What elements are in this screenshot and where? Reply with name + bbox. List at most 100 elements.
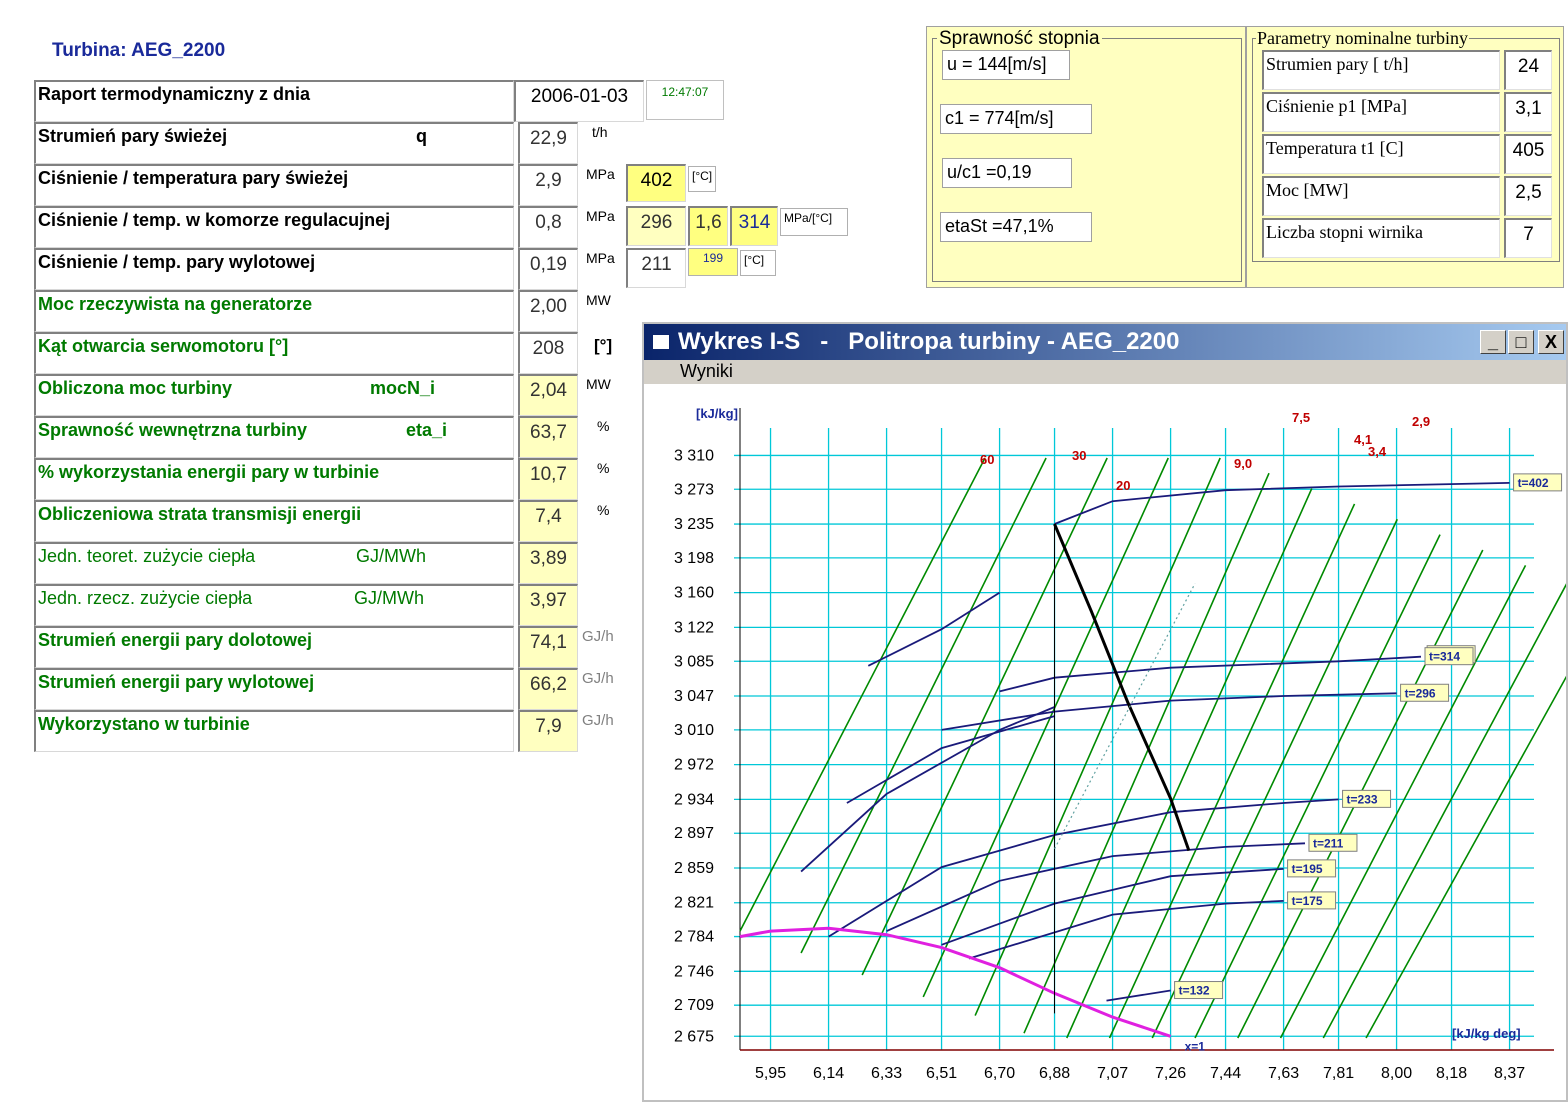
chamber-pressure-nominal[interactable]: 1,6 <box>688 206 728 246</box>
report-row-label-text: Ciśnienie / temp. w komorze regulacujnej <box>38 210 391 230</box>
nominal-row-label: Moc [MW] <box>1262 176 1500 216</box>
minimize-button[interactable]: _ <box>1480 330 1506 354</box>
report-row-value[interactable]: 22,9 <box>518 122 578 164</box>
y-tick-label: 2 675 <box>674 1028 714 1045</box>
report-row-label-text: Ciśnienie / temperatura pary świeżej <box>38 168 349 188</box>
report-row-symbol: q <box>416 126 427 146</box>
report-row-value[interactable]: 2,9 <box>518 164 578 206</box>
exhaust-temperature[interactable]: 211 <box>626 248 686 288</box>
report-row-value[interactable]: 0,19 <box>518 248 578 290</box>
report-row-unit: % <box>597 460 610 476</box>
exhaust-temp-unit: [°C] <box>740 250 776 276</box>
report-row-symbol: eta_i <box>406 420 448 440</box>
isotherm-tag-label: t=195 <box>1292 862 1323 876</box>
chamber-temperature-nominal[interactable]: 314 <box>730 206 778 246</box>
isobar-line <box>974 457 1221 1016</box>
report-row-value[interactable]: 7,9 <box>518 710 578 752</box>
isobar-label: 20 <box>1116 478 1130 493</box>
report-row-value[interactable]: 0,8 <box>518 206 578 248</box>
isotherm-tag-label: t=314 <box>1429 650 1460 664</box>
report-row-value[interactable]: 7,4 <box>518 500 578 542</box>
menu-wyniki[interactable]: Wyniki <box>680 361 733 381</box>
isobar-line <box>861 457 1108 976</box>
report-row-label-text: Jedn. rzecz. zużycie ciepła <box>38 588 253 608</box>
y-tick-label: 2 784 <box>674 929 714 946</box>
y-tick-label: 3 047 <box>674 688 714 705</box>
report-row-unit: % <box>597 418 610 434</box>
fresh-steam-temperature[interactable]: 402 <box>626 164 686 202</box>
report-row-value[interactable]: 2,04 <box>518 374 578 416</box>
x-tick-label: 5,95 <box>755 1065 786 1082</box>
c1-value-field[interactable]: c1 = 774[m/s] <box>940 104 1092 134</box>
isobar-line <box>1108 503 1356 1039</box>
isotherm-tag: t=296 <box>1400 683 1450 702</box>
report-row-unit: GJ/h <box>582 712 614 729</box>
report-row-value[interactable]: 3,89 <box>518 542 578 584</box>
report-row-label: Sprawność wewnętrzna turbiny eta_i <box>34 416 514 458</box>
y-tick-label: 2 821 <box>674 895 714 912</box>
isotherm-tag-box <box>1308 833 1358 852</box>
polytrope-line <box>1053 523 1191 852</box>
report-row-label: Jedn. teoret. zużycie ciepła GJ/MWh <box>34 542 514 584</box>
report-row-label-text: Strumień pary świeżej <box>38 126 228 146</box>
close-button[interactable]: X <box>1538 330 1564 354</box>
report-row-value[interactable]: 2,00 <box>518 290 578 332</box>
is-chart-window[interactable]: Wykres I-S - Politropa turbiny - AEG_220… <box>642 322 1568 1102</box>
report-row-unit: MW <box>586 292 611 308</box>
y-tick-label: 3 160 <box>674 585 714 602</box>
x-tick-label: 8,00 <box>1381 1065 1412 1082</box>
y-tick-label: 3 310 <box>674 447 714 464</box>
chamber-unit: MPa/[°C] <box>780 208 848 236</box>
stage-efficiency-title: Sprawność stopnia <box>937 28 1102 50</box>
isotherm-line <box>1054 482 1510 525</box>
report-row-value[interactable]: 74,1 <box>518 626 578 668</box>
y-tick-label: 3 085 <box>674 653 714 670</box>
report-row-value[interactable]: 208 <box>518 332 578 374</box>
isobar-line <box>800 457 1047 954</box>
report-row-unit: [°] <box>594 336 613 355</box>
window-titlebar[interactable]: Wykres I-S - Politropa turbiny - AEG_220… <box>644 324 1566 360</box>
isobar-label: 2,9 <box>1412 414 1430 429</box>
x-tick-label: 7,81 <box>1323 1065 1354 1082</box>
isobar-line <box>1365 675 1566 1039</box>
x-tick-label: 6,51 <box>926 1065 957 1082</box>
x-tick-label: 7,07 <box>1097 1065 1128 1082</box>
report-row-value[interactable]: 10,7 <box>518 458 578 500</box>
y-tick-label: 2 859 <box>674 860 714 877</box>
x-tick-label: 6,88 <box>1039 1065 1070 1082</box>
isotherm-line <box>800 706 1055 873</box>
nominal-row-value: 24 <box>1504 50 1552 90</box>
u-value-field[interactable]: u = 144[m/s] <box>942 50 1070 80</box>
isobar-label: 9,0 <box>1234 456 1252 471</box>
report-row-unit: GJ/h <box>582 670 614 687</box>
isotherm-tag-box <box>1342 789 1392 808</box>
isotherm-tag: t=402 <box>1513 473 1563 492</box>
report-row-label: Kąt otwarcia serwomotoru [°] <box>34 332 514 374</box>
y-tick-label: 2 934 <box>674 791 714 808</box>
x-tick-label: 8,18 <box>1436 1065 1467 1082</box>
uc1-value-field[interactable]: u/c1 =0,19 <box>942 158 1072 188</box>
isotherm-tag-label: t=296 <box>1405 686 1436 700</box>
window-title: Wykres I-S - Politropa turbiny - AEG_220… <box>678 328 1180 355</box>
report-row-unit: MW <box>586 376 611 392</box>
isotherm-tag-box <box>1174 981 1224 1000</box>
report-row-value[interactable]: 3,97 <box>518 584 578 626</box>
report-row-label-text: Kąt otwarcia serwomotoru [°] <box>38 336 289 356</box>
isotherm-tag-box <box>1400 683 1450 702</box>
report-row-value[interactable]: 63,7 <box>518 416 578 458</box>
eta-stage-field[interactable]: etaSt =47,1% <box>940 212 1092 242</box>
report-row-value[interactable]: 66,2 <box>518 668 578 710</box>
report-row-label-text: Obliczeniowa strata transmisji energii <box>38 504 362 524</box>
report-row-label: Strumień energii pary wylotowej <box>34 668 514 710</box>
nominal-row-label: Liczba stopni wirnika <box>1262 218 1500 258</box>
report-row-label: Wykorzystano w turbinie <box>34 710 514 752</box>
isobar-line <box>922 457 1169 998</box>
exhaust-temperature-nominal[interactable]: 199 <box>688 248 738 276</box>
report-row-label-text: Wykorzystano w turbinie <box>38 714 250 734</box>
isotherm-line <box>941 692 1397 731</box>
y-tick-label: 3 235 <box>674 516 714 533</box>
chamber-temperature[interactable]: 296 <box>626 206 686 246</box>
report-row-label: Ciśnienie / temp. w komorze regulacujnej <box>34 206 514 248</box>
isotherm-tag: t=132 <box>1174 981 1224 1000</box>
maximize-button[interactable]: □ <box>1508 330 1534 354</box>
